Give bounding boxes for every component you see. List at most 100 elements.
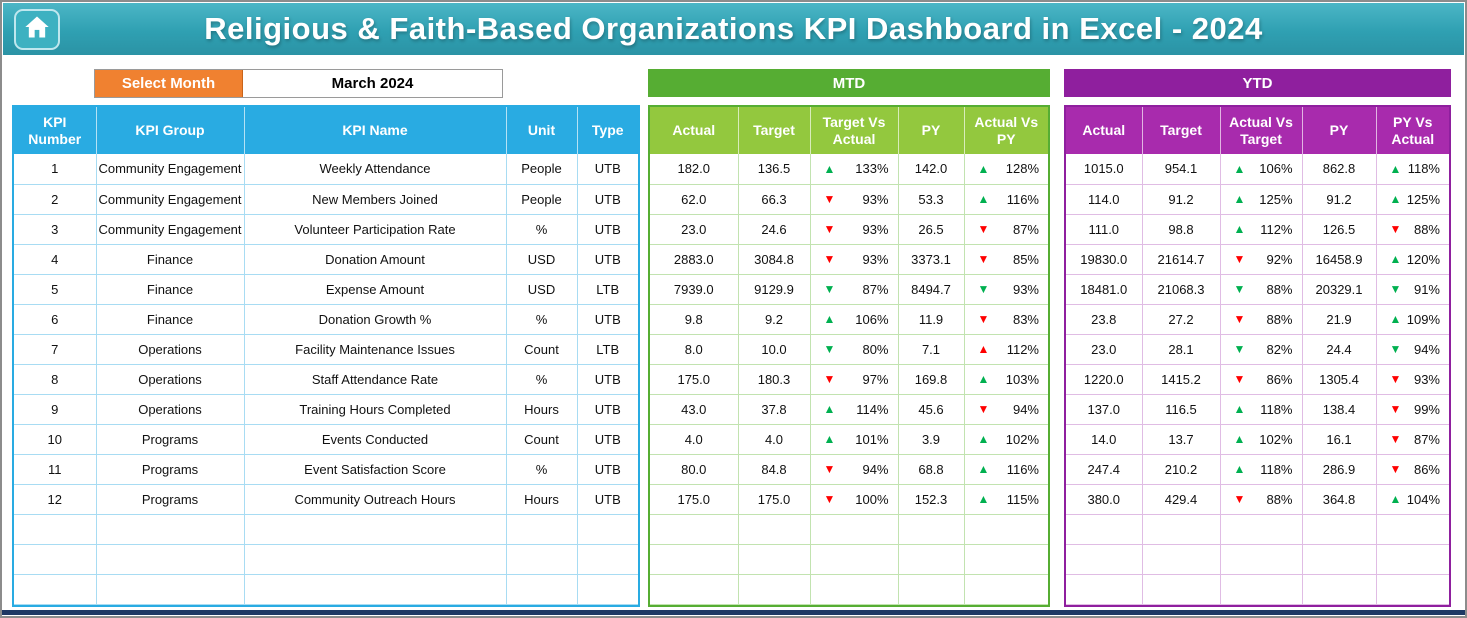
type-cell: UTB (577, 454, 638, 485)
kpi-row: 9 Operations Training Hours Completed Hours… (14, 394, 638, 425)
up-arrow-icon: ▲ (823, 161, 836, 176)
ytd-actual-vs-target-cell: ▼ 92% (1220, 244, 1303, 275)
kpi-name-cell: Events Conducted (244, 424, 507, 455)
empty-row (1066, 544, 1449, 575)
up-arrow-icon: ▲ (823, 432, 836, 446)
down-arrow-icon: ▼ (1233, 282, 1246, 296)
mtd-actual-vs-py-cell: ▼ 83% (964, 304, 1048, 335)
ytd-row: 137.0 116.5 ▲ 118% 138.4 ▼ 99% (1066, 394, 1449, 425)
empty-cell (1302, 544, 1377, 575)
down-arrow-icon: ▼ (823, 282, 836, 296)
empty-cell (1302, 574, 1377, 605)
unit-cell: People (506, 184, 578, 215)
mtd-target-cell: 66.3 (738, 184, 811, 215)
up-arrow-icon: ▲ (1389, 161, 1402, 176)
mtd-row: 43.0 37.8 ▲ 114% 45.6 ▼ 94% (650, 394, 1048, 425)
mtd-row: 175.0 180.3 ▼ 97% 169.8 ▲ 103% (650, 364, 1048, 395)
percent-value: 106% (855, 311, 889, 327)
ytd-actual-cell: 23.0 (1066, 334, 1143, 365)
kpi-group-cell: Programs (96, 454, 245, 485)
mtd-py-header: PY (898, 107, 965, 154)
kpi-row: 8 Operations Staff Attendance Rate% UTB (14, 364, 638, 395)
ytd-actual-vs-target-cell: ▲ 106% (1220, 154, 1303, 185)
mtd-py-cell: 26.5 (898, 214, 965, 245)
mtd-actual-cell: 7939.0 (650, 274, 739, 305)
ytd-py-vs-actual-cell: ▲ 125% (1376, 184, 1449, 215)
mtd-actual-vs-py-cell: ▼ 87% (964, 214, 1048, 245)
mtd-actual-vs-py-cell: ▼ 94% (964, 394, 1048, 425)
kpi-name-cell: Expense Amount (244, 274, 507, 305)
unit-cell: % (506, 214, 578, 245)
empty-row (1066, 574, 1449, 605)
percent-value: 118% (1260, 401, 1293, 417)
down-arrow-icon: ▼ (1233, 372, 1246, 386)
type-cell: LTB (577, 274, 638, 305)
empty-row (650, 544, 1048, 575)
ytd-actual-cell: 247.4 (1066, 454, 1143, 485)
unit-cell: USD (506, 274, 578, 305)
mtd-target-vs-actual-cell: ▼ 93% (810, 184, 899, 215)
empty-row (14, 574, 638, 605)
type-cell: UTB (577, 394, 638, 425)
kpi-group-cell: Operations (96, 334, 245, 365)
mtd-target-cell: 3084.8 (738, 244, 811, 275)
empty-row (650, 574, 1048, 605)
ytd-actual-header: Actual (1066, 107, 1143, 154)
up-arrow-icon: ▲ (977, 372, 990, 386)
ytd-py-header: PY (1302, 107, 1377, 154)
empty-cell (96, 544, 245, 575)
mtd-py-cell: 68.8 (898, 454, 965, 485)
ytd-py-cell: 1305.4 (1302, 364, 1377, 395)
ytd-actual-vs-target-cell: ▼ 88% (1220, 484, 1303, 515)
mtd-actual-cell: 2883.0 (650, 244, 739, 275)
mtd-target-cell: 84.8 (738, 454, 811, 485)
selected-month-value[interactable]: March 2024 (243, 70, 502, 97)
percent-value: 99% (1413, 401, 1440, 417)
select-month-button[interactable]: Select Month (95, 70, 243, 97)
empty-cell (1220, 544, 1303, 575)
down-arrow-icon: ▼ (823, 222, 836, 236)
percent-value: 83% (1012, 311, 1039, 327)
percent-value: 94% (1413, 341, 1440, 357)
mtd-actual-cell: 4.0 (650, 424, 739, 455)
empty-cell (1142, 514, 1221, 545)
mtd-actual-vs-py-cell: ▼ 93% (964, 274, 1048, 305)
ytd-target-cell: 13.7 (1142, 424, 1221, 455)
home-button[interactable] (14, 9, 60, 50)
mtd-actual-vs-py-cell: ▲ 103% (964, 364, 1048, 395)
percent-value: 106% (1259, 161, 1293, 177)
empty-cell (1376, 574, 1449, 605)
mtd-actual-header: Actual (650, 107, 739, 154)
up-arrow-icon: ▲ (1233, 161, 1246, 176)
empty-cell (506, 514, 578, 545)
up-arrow-icon: ▲ (1233, 462, 1246, 476)
kpi-number-cell: 7 (14, 334, 97, 365)
ytd-row: 23.0 28.1 ▼ 82% 24.4 ▼ 94% (1066, 334, 1449, 365)
percent-value: 86% (1266, 371, 1293, 387)
mtd-target-vs-actual-cell: ▼ 100% (810, 484, 899, 515)
kpi-table: KPI Number KPI Group KPI Name Unit Type … (12, 105, 640, 607)
up-arrow-icon: ▲ (977, 462, 990, 476)
empty-cell (898, 514, 965, 545)
mtd-target-cell: 136.5 (738, 154, 811, 185)
bottom-accent-bar (2, 610, 1465, 615)
down-arrow-icon: ▼ (823, 492, 836, 506)
ytd-header-row: Actual Target Actual Vs Target PY PY Vs … (1066, 107, 1449, 154)
mtd-target-vs-actual-cell: ▼ 93% (810, 244, 899, 275)
kpi-group-cell: Finance (96, 244, 245, 275)
page-title: Religious & Faith-Based Organizations KP… (204, 11, 1263, 46)
kpi-name-cell: Donation Amount (244, 244, 507, 275)
ytd-actual-vs-target-cell: ▲ 118% (1220, 454, 1303, 485)
mtd-py-cell: 45.6 (898, 394, 965, 425)
ytd-py-vs-actual-cell: ▼ 94% (1376, 334, 1449, 365)
ytd-actual-cell: 19830.0 (1066, 244, 1143, 275)
kpi-number-cell: 2 (14, 184, 97, 215)
empty-cell (96, 514, 245, 545)
mtd-py-cell: 3373.1 (898, 244, 965, 275)
mtd-row: 175.0 175.0 ▼ 100% 152.3 ▲ 115% (650, 484, 1048, 515)
ytd-row: 1220.0 1415.2 ▼ 86% 1305.4 ▼ 93% (1066, 364, 1449, 395)
kpi-group-cell: Programs (96, 424, 245, 455)
down-arrow-icon: ▼ (977, 282, 990, 296)
mtd-row: 2883.0 3084.8 ▼ 93% 3373.1 ▼ 85% (650, 244, 1048, 275)
percent-value: 87% (1012, 221, 1039, 237)
